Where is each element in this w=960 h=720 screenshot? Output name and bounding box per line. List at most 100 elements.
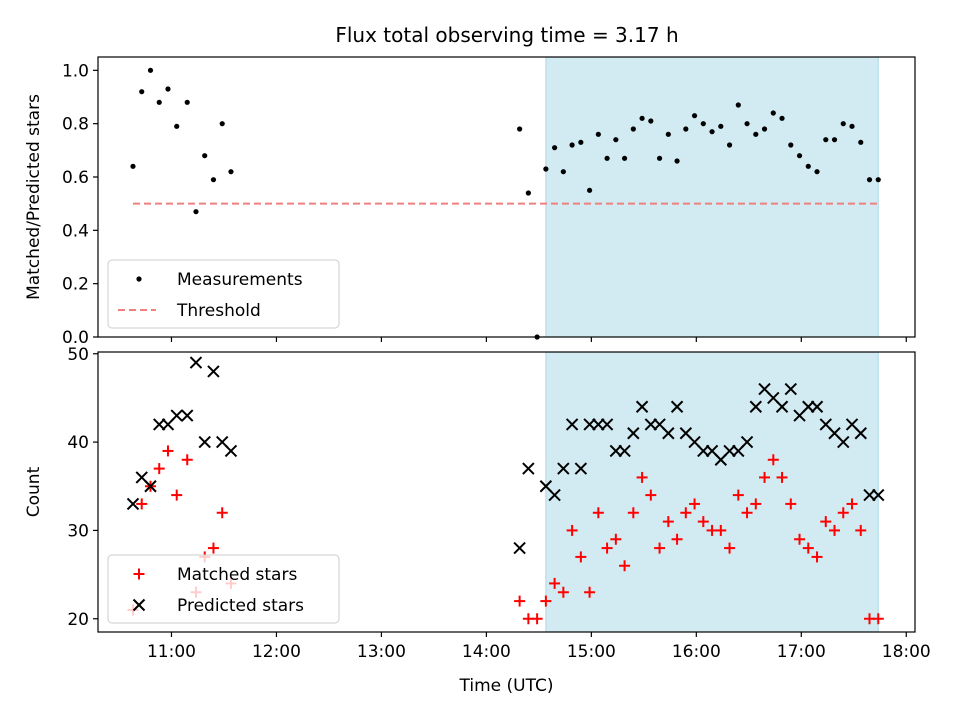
data-point: [718, 123, 724, 129]
data-point: [691, 113, 698, 119]
data-point: [831, 137, 838, 143]
data-point: [548, 488, 561, 502]
data-point: [543, 166, 549, 172]
x-tick-label: 16:00: [672, 642, 721, 662]
data-point: [604, 155, 610, 161]
legend-swatch: [132, 598, 146, 612]
data-point: [586, 187, 593, 193]
data-point: [635, 400, 649, 413]
data-point: [210, 177, 217, 183]
data-point: [709, 129, 715, 135]
data-point: [775, 400, 789, 413]
data-point: [136, 498, 148, 510]
data-point: [794, 533, 806, 545]
data-point: [592, 507, 604, 519]
data-point: [776, 471, 788, 483]
data-point: [837, 435, 850, 449]
legend-label: Predicted stars: [177, 596, 304, 616]
data-point: [517, 126, 523, 132]
x-tick-label: 15:00: [567, 642, 616, 662]
data-point: [689, 498, 701, 510]
data-point: [181, 409, 194, 422]
data-point: [671, 533, 683, 545]
data-point: [872, 613, 884, 625]
data-point: [202, 153, 208, 159]
data-point: [837, 507, 849, 519]
data-point: [697, 516, 709, 528]
data-point: [759, 471, 771, 483]
data-point: [662, 427, 675, 440]
data-point: [645, 489, 657, 501]
data-point: [674, 158, 680, 164]
data-point: [560, 169, 566, 175]
data-point: [744, 121, 750, 127]
data-point: [779, 115, 785, 121]
data-point: [627, 507, 639, 519]
legend-box: [107, 554, 340, 624]
legend-label: Threshold: [176, 301, 261, 321]
data-point: [814, 169, 820, 175]
legend-item: Matched stars: [133, 565, 297, 585]
legend-box: [107, 259, 340, 329]
legend-item: Threshold: [118, 301, 261, 321]
series-predicted-stars: [126, 356, 885, 555]
data-point: [578, 139, 584, 145]
data-point: [840, 121, 846, 127]
data-point: [680, 507, 692, 519]
data-point: [181, 454, 193, 466]
axes-frame: [97, 351, 916, 633]
data-point: [741, 507, 753, 519]
data-point: [574, 462, 588, 475]
data-point: [569, 142, 575, 148]
data-point: [715, 524, 727, 536]
data-point: [600, 418, 614, 431]
y-axis-label: Matched/Predicted stars: [24, 94, 44, 300]
data-point: [193, 209, 199, 215]
data-point: [805, 163, 811, 169]
data-point: [565, 418, 579, 431]
data-point: [784, 382, 797, 396]
data-point: [610, 533, 622, 545]
data-point: [726, 142, 733, 148]
legend: Matched stars Predicted stars: [107, 554, 340, 624]
x-tick-label: 18:00: [882, 642, 931, 662]
data-point: [540, 595, 552, 607]
data-point: [665, 131, 671, 137]
data-point: [207, 365, 220, 378]
x-axis-label: Time (UTC): [459, 676, 554, 696]
data-point: [613, 137, 619, 143]
data-point: [858, 139, 864, 145]
series-measurements: [130, 67, 881, 340]
x-tick-label: 12:00: [252, 642, 301, 662]
panel-counts: 20 30 40 50 11:00 12:00 13:00 14:00 15:00 16:00 17…: [24, 345, 931, 696]
data-point: [525, 190, 531, 196]
data-point: [552, 145, 558, 151]
data-point: [153, 463, 165, 475]
data-point: [224, 444, 238, 458]
data-point: [732, 489, 744, 501]
data-point: [619, 560, 631, 572]
x-tick-label: 17:00: [777, 642, 826, 662]
data-point: [810, 400, 824, 413]
data-point: [621, 155, 628, 161]
legend: Measurements Threshold: [107, 259, 340, 329]
data-point: [749, 400, 763, 413]
data-point: [595, 131, 601, 137]
data-point: [855, 524, 867, 536]
x-tick-label: 11:00: [147, 642, 196, 662]
x-tick-label: 13:00: [357, 642, 406, 662]
x-tick-label: 14:00: [462, 642, 511, 662]
data-point: [216, 507, 228, 519]
data-point: [584, 586, 596, 598]
chart-title: Flux total observing time = 3.17 h: [335, 23, 678, 47]
data-point: [147, 67, 154, 73]
data-point: [846, 498, 858, 510]
data-point: [219, 121, 225, 127]
data-point: [184, 99, 190, 105]
data-point: [849, 123, 855, 129]
data-point: [724, 542, 736, 554]
legend-item: Measurements: [136, 270, 303, 290]
data-point: [522, 462, 535, 475]
data-point: [156, 99, 162, 105]
panel-ratio: 0.0 0.2 0.4 0.6 0.8 1.0 Matched/Predicted star…: [24, 56, 916, 348]
